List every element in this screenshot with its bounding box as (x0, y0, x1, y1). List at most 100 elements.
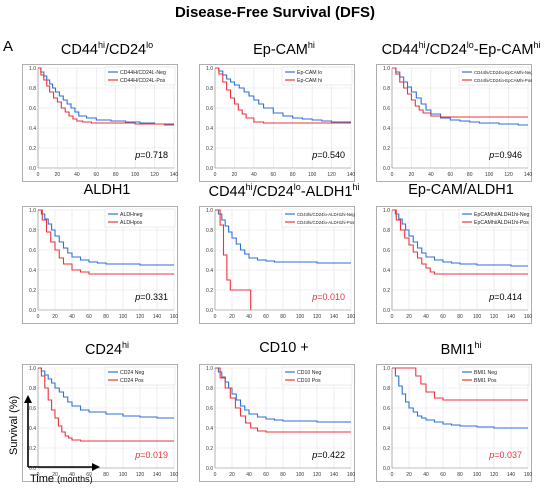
x-tick-label: 120 (490, 472, 499, 478)
x-tick-label: 0 (37, 172, 40, 178)
y-axis-label-text: Survival (%) (8, 395, 20, 455)
legend-label: ALDHpos (120, 220, 143, 226)
y-tick-label: 1.0 (383, 366, 390, 372)
x-tick-label: 20 (406, 314, 412, 320)
panel-title: Ep-CAM/ALDH1 (408, 182, 514, 198)
p-value: p=0.019 (134, 450, 168, 460)
legend-label: Ep-CAM hi (297, 78, 322, 84)
y-tick-label: 1.0 (206, 208, 213, 214)
x-tick-label: 20 (52, 314, 58, 320)
panel-letter: A (3, 38, 14, 55)
y-tick-label: 0.6 (383, 406, 390, 412)
survival-curve (215, 67, 351, 123)
legend-label: BMI1 Pos (474, 378, 497, 384)
x-tick-label: 140 (330, 314, 339, 320)
legend-box (104, 208, 176, 228)
x-tick-label: 60 (271, 172, 277, 178)
p-value: p=0.718 (134, 150, 168, 160)
x-tick-label: 0 (214, 172, 217, 178)
x-tick-label: 140 (507, 472, 516, 478)
y-tick-label: 0.4 (383, 426, 390, 432)
survival-curve (215, 367, 351, 433)
y-tick-label: 0.6 (29, 106, 36, 112)
legend-box (281, 208, 353, 228)
panel-title: CD24hi (84, 340, 130, 358)
x-tick-label: 40 (428, 172, 434, 178)
x-tick-label: 100 (308, 172, 317, 178)
x-tick-label: 60 (440, 472, 446, 478)
legend-label: CD44H/CD24L-Neg (120, 70, 166, 76)
survival-curve (38, 367, 174, 442)
survival-curve (392, 67, 528, 126)
survival-curve (38, 367, 174, 419)
x-tick-label: 60 (263, 314, 269, 320)
legend-box (458, 366, 530, 386)
x-tick-label: 100 (119, 314, 128, 320)
y-tick-label: 1.0 (29, 66, 36, 72)
y-tick-label: 0.8 (383, 86, 390, 92)
x-tick-label: 0 (37, 472, 40, 478)
y-tick-label: 1.0 (383, 66, 390, 72)
x-tick-label: 140 (330, 472, 339, 478)
x-tick-label: 120 (327, 172, 336, 178)
y-tick-label: 1.0 (206, 66, 213, 72)
legend-label: CD44hi/CD24lo-EpCAMhi-Neg (474, 70, 532, 75)
y-tick-label: 1.0 (29, 208, 36, 214)
y-tick-label: 0.0 (206, 166, 213, 172)
page-title: Disease-Free Survival (DFS) (174, 4, 376, 21)
legend-label: CD44hi/CD24lo-ALDH1hi-Neg (297, 212, 355, 217)
legend-label: CD10 Pos (297, 378, 321, 384)
legend-box (458, 208, 530, 228)
y-tick-label: 0.6 (29, 248, 36, 254)
y-tick-label: 0.4 (206, 268, 213, 274)
y-tick-label: 0.6 (206, 248, 213, 254)
legend-label: BMI1 Neg (474, 370, 497, 376)
x-tick-label: 60 (263, 472, 269, 478)
x-tick-label: 80 (290, 172, 296, 178)
legend-box (281, 66, 353, 86)
x-axis-label-text: Time (30, 473, 55, 485)
y-tick-label: 0.2 (383, 146, 390, 152)
y-tick-label: 1.0 (206, 366, 213, 372)
p-value: p=0.331 (134, 292, 168, 302)
survival-curve (392, 209, 528, 275)
panel-title: Ep-CAMhi (253, 40, 315, 58)
x-tick-label: 80 (280, 472, 286, 478)
y-tick-label: 1.0 (383, 208, 390, 214)
x-tick-label: 80 (457, 314, 463, 320)
km-plot: 0.0 0.2 0.4 0.6 0.8 1.0 0 20 40 60 80 100 120 140 160 A… (22, 206, 178, 324)
y-tick-label: 0.2 (29, 288, 36, 294)
y-tick-label: 0.2 (383, 288, 390, 294)
p-value: p=0.037 (488, 450, 522, 460)
x-tick-label: 40 (246, 314, 252, 320)
x-tick-label: 120 (313, 314, 322, 320)
legend-label: CD44hi/CD24lo-EpCAMhi-Pos (474, 78, 532, 83)
y-tick-label: 0.6 (29, 406, 36, 412)
p-value: p=0.422 (311, 450, 345, 460)
x-tick-label: 40 (423, 472, 429, 478)
y-tick-label: 0.4 (383, 268, 390, 274)
panel-title: CD10 + (259, 340, 309, 356)
x-tick-label: 40 (423, 314, 429, 320)
x-tick-label: 120 (490, 314, 499, 320)
km-panel: CD24hi 0.0 0.2 0.4 0.6 0.8 1.0 0 20 40 60 80 100 120 1… (22, 340, 192, 485)
y-tick-label: 0.6 (206, 406, 213, 412)
panel-title: ALDH1 (83, 182, 131, 198)
y-tick-label: 0.8 (206, 86, 213, 92)
x-tick-label: 140 (153, 472, 162, 478)
survival-curve (392, 367, 528, 401)
km-panel: CD44hi/CD24lo-ALDH1hi 0.0 0.2 0.4 0.6 0.8 1.0 0… (199, 182, 369, 327)
panel-title: CD44hi/CD24lo-Ep-CAMhi (381, 40, 541, 58)
y-tick-label: 0.0 (29, 466, 36, 472)
y-axis-label: Survival (%) (8, 396, 20, 455)
legend-label: EpCAMhi/ALDH1hi-Pos (474, 220, 529, 226)
km-panel: BMI1hi 0.0 0.2 0.4 0.6 0.8 1.0 0 20 40 60 80 100 120 1… (376, 340, 546, 485)
x-tick-label: 60 (86, 314, 92, 320)
y-tick-label: 1.0 (29, 366, 36, 372)
survival-curve (392, 209, 528, 267)
x-tick-label: 120 (136, 314, 145, 320)
x-tick-label: 100 (119, 472, 128, 478)
y-tick-label: 0.6 (206, 106, 213, 112)
y-tick-label: 0.4 (206, 126, 213, 132)
legend-label: CD44H/CD24L-Pos (120, 78, 166, 84)
